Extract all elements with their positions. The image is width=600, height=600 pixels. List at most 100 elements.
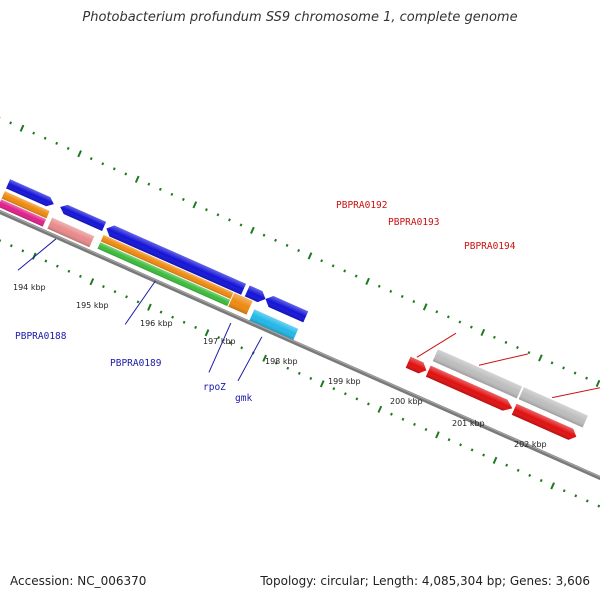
outer-tick-mark bbox=[181, 197, 185, 202]
inner-tick-mark bbox=[204, 329, 210, 337]
leader-PBPRA0189 bbox=[124, 280, 156, 325]
outer-tick-mark bbox=[585, 376, 589, 380]
outer-tick-mark bbox=[550, 361, 554, 365]
inner-tick-mark bbox=[516, 468, 520, 472]
scale-label-196: 196 kbp bbox=[140, 319, 173, 328]
inner-tick-mark bbox=[377, 405, 383, 413]
accession-text: Accession: NC_006370 bbox=[10, 574, 147, 588]
gene-feature-red-small[interactable] bbox=[405, 356, 429, 376]
outer-tick-mark bbox=[377, 284, 381, 288]
outer-tick-mark bbox=[285, 243, 289, 247]
outer-tick-mark bbox=[389, 289, 393, 293]
gene-label-PBPRA0193[interactable]: PBPRA0193 bbox=[388, 217, 439, 228]
inner-tick-mark bbox=[147, 303, 152, 311]
outer-tick-ring bbox=[0, 116, 600, 388]
outer-tick-mark bbox=[158, 187, 162, 191]
gene-feature-grey-PBPRA0193[interactable] bbox=[432, 349, 523, 399]
outer-tick-mark bbox=[216, 213, 220, 217]
gene-feature-blue-far-1[interactable] bbox=[6, 179, 56, 208]
inner-tick-mark bbox=[67, 269, 71, 273]
inner-tick-mark bbox=[528, 473, 532, 477]
leader-PBPRA0193 bbox=[478, 353, 528, 366]
inner-tick-mark bbox=[44, 259, 48, 263]
inner-tick-mark bbox=[21, 249, 25, 253]
outer-tick-mark bbox=[435, 310, 439, 314]
inner-tick-mark bbox=[574, 494, 578, 498]
scale-label-199: 199 kbp bbox=[328, 377, 361, 386]
gene-feature-green-PBPRA0189[interactable] bbox=[97, 242, 231, 307]
outer-tick-mark bbox=[493, 335, 496, 339]
gene-feature-red-PBPRA0193[interactable] bbox=[425, 365, 515, 414]
outer-tick-mark bbox=[170, 192, 174, 196]
inner-tick-mark bbox=[413, 422, 416, 426]
outer-tick-mark bbox=[331, 264, 335, 268]
gene-feature-grey-PBPRA0194[interactable] bbox=[518, 387, 588, 428]
leader-rpoZ bbox=[208, 322, 232, 373]
outer-tick-mark bbox=[55, 141, 59, 145]
rotated-map-frame bbox=[0, 116, 600, 508]
outer-tick-mark bbox=[504, 340, 508, 344]
inner-tick-mark bbox=[102, 285, 105, 289]
gene-feature-blue-PBPRA0189[interactable] bbox=[104, 223, 246, 295]
gene-feature-magenta[interactable] bbox=[0, 199, 47, 227]
inner-tick-mark bbox=[435, 431, 440, 439]
inner-tick-mark bbox=[125, 295, 128, 299]
outer-tick-mark bbox=[0, 116, 1, 120]
inner-tick-mark bbox=[309, 376, 313, 380]
outer-tick-mark bbox=[192, 201, 198, 209]
gene-feature-blue-gmk[interactable] bbox=[263, 294, 309, 323]
outer-tick-mark bbox=[262, 233, 266, 237]
inner-tick-mark bbox=[171, 315, 175, 319]
outer-tick-mark bbox=[469, 325, 473, 329]
outer-tick-mark bbox=[32, 131, 36, 135]
inner-tick-mark bbox=[319, 380, 325, 388]
scale-label-201: 201 kbp bbox=[452, 419, 485, 428]
chromosome-backbone-highlight bbox=[0, 202, 600, 496]
outer-tick-mark bbox=[412, 300, 416, 304]
gene-feature-orange-long[interactable] bbox=[100, 234, 234, 299]
outer-tick-mark bbox=[250, 226, 255, 234]
gene-feature-red-PBPRA0194[interactable] bbox=[511, 403, 579, 443]
gene-label-PBPRA0188[interactable]: PBPRA0188 bbox=[15, 331, 67, 342]
outer-tick-mark bbox=[134, 175, 140, 183]
inner-tick-mark bbox=[89, 278, 95, 286]
inner-tick-mark bbox=[55, 264, 59, 268]
gene-label-PBPRA0192[interactable]: PBPRA0192 bbox=[336, 200, 387, 211]
gene-label-gmk[interactable]: gmk bbox=[235, 393, 252, 404]
gene-feature-pink[interactable] bbox=[47, 217, 95, 248]
inner-tick-mark bbox=[274, 361, 278, 365]
outer-tick-mark bbox=[527, 351, 531, 355]
inner-tick-mark bbox=[401, 417, 405, 421]
inner-tick-mark bbox=[459, 443, 462, 447]
gene-feature-orange-rpoZ[interactable] bbox=[228, 292, 253, 315]
scale-label-195: 195 kbp bbox=[76, 301, 109, 310]
inner-tick-mark bbox=[355, 397, 359, 401]
scale-label-198: 198 kbp bbox=[265, 357, 298, 366]
outer-tick-mark bbox=[9, 121, 13, 125]
leader-PBPRA0194 bbox=[552, 386, 600, 399]
outer-tick-mark bbox=[77, 150, 82, 158]
scale-label-194: 194 kbp bbox=[13, 283, 46, 292]
leader-PBPRA0188 bbox=[17, 238, 57, 271]
outer-tick-mark bbox=[595, 379, 600, 388]
gene-label-PBPRA0189[interactable]: PBPRA0189 bbox=[110, 358, 162, 369]
gene-label-rpoZ[interactable]: rpoZ bbox=[203, 382, 226, 393]
gene-feature-cyan-gmk[interactable] bbox=[249, 309, 299, 340]
inner-tick-mark bbox=[9, 244, 13, 248]
outer-tick-mark bbox=[43, 136, 47, 140]
inner-tick-mark bbox=[447, 438, 451, 442]
gene-feature-orange-outer[interactable] bbox=[1, 191, 50, 219]
outer-tick-mark bbox=[274, 238, 277, 242]
gene-feature-blue-far-2[interactable] bbox=[58, 202, 107, 231]
inner-tick-mark bbox=[286, 366, 290, 370]
inner-tick-mark bbox=[136, 300, 140, 304]
gene-feature-blue-rpoZ[interactable] bbox=[244, 285, 268, 304]
gene-label-PBPRA0194[interactable]: PBPRA0194 bbox=[464, 241, 516, 252]
outer-tick-mark bbox=[400, 294, 404, 299]
outer-tick-mark bbox=[228, 218, 231, 222]
outer-tick-mark bbox=[239, 223, 243, 227]
outer-tick-mark bbox=[205, 208, 208, 212]
outer-tick-mark bbox=[66, 146, 70, 150]
outer-tick-mark bbox=[320, 259, 324, 263]
outer-tick-mark bbox=[147, 182, 151, 186]
